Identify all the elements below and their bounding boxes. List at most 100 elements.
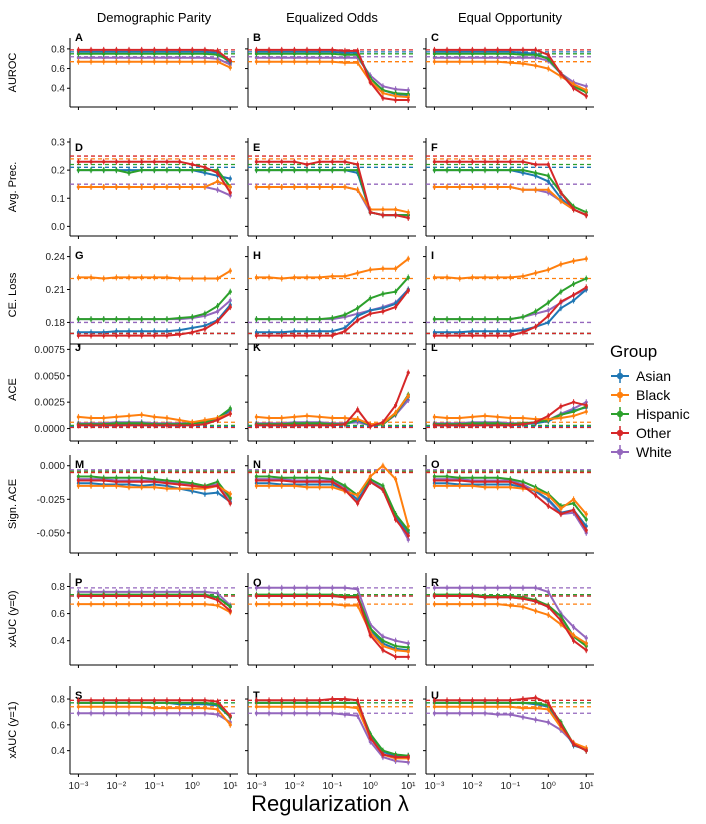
data-point <box>305 705 309 709</box>
data-point <box>190 326 194 330</box>
data-point <box>393 644 398 648</box>
panel-Q: Q <box>245 573 416 668</box>
data-point <box>165 416 169 420</box>
data-point <box>203 48 207 52</box>
panel-label: B <box>253 32 261 44</box>
data-point <box>152 485 156 489</box>
data-point <box>356 714 360 718</box>
data-point <box>203 485 207 489</box>
data-point <box>292 56 296 60</box>
data-point <box>292 594 296 598</box>
y-tick-label: 0.4 <box>51 746 65 757</box>
data-point <box>203 56 207 60</box>
data-point <box>127 317 131 321</box>
data-point <box>406 533 410 538</box>
data-point <box>215 276 220 281</box>
data-point <box>356 587 360 591</box>
data-point <box>470 705 474 709</box>
y-tick-label: 0.2 <box>51 166 65 177</box>
data-point <box>368 474 372 479</box>
data-point <box>470 329 474 333</box>
data-point <box>89 705 93 709</box>
data-point <box>305 162 309 167</box>
data-point <box>190 711 194 715</box>
data-point <box>571 410 576 414</box>
data-point <box>470 56 474 60</box>
legend-entry-black: Black <box>636 387 671 403</box>
data-point <box>534 488 538 492</box>
data-point <box>458 711 462 715</box>
data-point <box>508 185 512 189</box>
data-point <box>280 484 284 488</box>
data-point <box>127 48 131 52</box>
data-point <box>254 334 259 338</box>
data-point <box>215 179 220 183</box>
data-point <box>356 162 360 167</box>
data-point <box>432 474 437 479</box>
data-point <box>483 480 487 484</box>
data-point <box>496 415 500 419</box>
data-point <box>127 275 131 280</box>
data-point <box>546 504 550 508</box>
data-point <box>152 168 156 172</box>
data-point <box>393 267 398 271</box>
x-tick-label: 10⁰ <box>185 781 200 792</box>
data-point <box>584 749 588 753</box>
data-point <box>254 474 259 479</box>
data-point <box>165 52 169 56</box>
data-point <box>406 524 410 528</box>
data-point <box>152 711 156 715</box>
data-point <box>165 423 169 427</box>
data-point <box>190 52 194 56</box>
data-point <box>228 723 232 727</box>
data-point <box>343 49 347 53</box>
data-point <box>470 48 474 52</box>
data-point <box>318 334 322 338</box>
data-point <box>280 705 284 709</box>
data-point <box>203 327 207 331</box>
data-point <box>215 480 220 484</box>
data-point <box>343 422 347 426</box>
data-point <box>190 162 194 167</box>
data-point <box>458 602 462 606</box>
data-point <box>215 418 220 422</box>
data-point <box>280 416 284 420</box>
data-point <box>76 275 81 280</box>
data-point <box>483 586 487 590</box>
data-point <box>228 65 232 70</box>
data-point <box>102 698 106 702</box>
panel-H: H <box>245 246 416 347</box>
data-point <box>330 329 334 333</box>
x-tick-label: 10⁻³ <box>247 781 267 792</box>
panel-label: R <box>431 577 439 589</box>
data-point <box>305 485 309 489</box>
data-point <box>343 484 347 488</box>
data-point <box>190 423 194 427</box>
data-point <box>228 305 232 309</box>
data-point <box>470 480 474 484</box>
data-point <box>458 185 462 189</box>
data-point <box>292 586 296 590</box>
data-point <box>267 160 271 164</box>
panel-label: U <box>431 690 439 702</box>
data-point <box>318 415 322 419</box>
data-point <box>368 424 372 429</box>
data-point <box>254 317 259 321</box>
legend-swatch <box>616 448 624 456</box>
data-point <box>546 414 550 418</box>
data-point <box>343 603 347 608</box>
x-tick-label: 10⁻² <box>107 781 127 792</box>
data-point <box>165 275 169 280</box>
data-point <box>381 292 385 296</box>
data-point <box>292 317 296 321</box>
data-point <box>356 407 360 412</box>
data-point <box>292 415 296 419</box>
data-point <box>496 480 500 484</box>
panel-L: L <box>423 338 594 444</box>
data-point <box>356 314 360 318</box>
data-point <box>76 317 81 321</box>
data-point <box>152 334 156 338</box>
panel-label: T <box>253 690 260 702</box>
data-point <box>305 698 309 702</box>
data-point <box>190 698 194 702</box>
